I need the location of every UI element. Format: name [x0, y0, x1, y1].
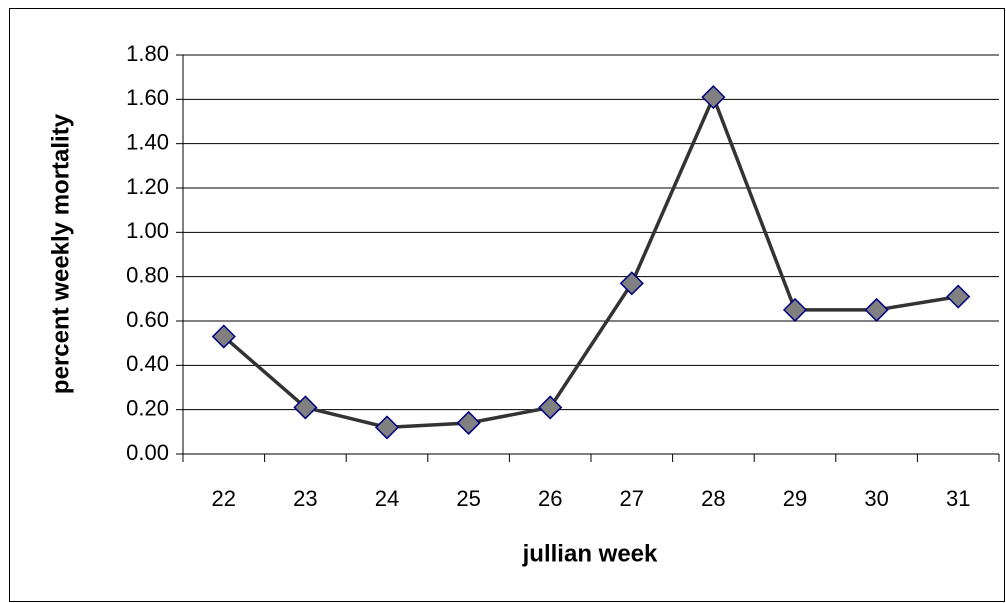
x-tick-label: 25: [456, 486, 480, 511]
series-line: [222, 92, 959, 430]
x-tick-label: 23: [293, 486, 317, 511]
y-tick-label: 1.00: [126, 218, 169, 243]
marker: [538, 395, 563, 420]
y-tick-label: 1.60: [126, 85, 169, 110]
x-tick-label: 24: [375, 486, 399, 511]
y-tick-label: 0.00: [126, 440, 169, 465]
marker: [374, 415, 400, 440]
y-tick-label: 0.20: [126, 395, 169, 420]
x-tick-label: 31: [946, 486, 970, 511]
marker: [456, 410, 481, 436]
marker: [864, 297, 889, 322]
marker: [619, 271, 644, 296]
x-tick-label: 22: [212, 486, 236, 511]
marker: [701, 85, 726, 110]
y-tick-label: 0.60: [126, 307, 169, 332]
marker: [211, 324, 236, 349]
x-tick-label: 29: [783, 486, 807, 511]
y-tick-label: 0.80: [126, 262, 169, 287]
x-tick-label: 30: [864, 486, 888, 511]
marker: [293, 395, 318, 420]
y-axis-title: percent weekly mortality: [47, 113, 74, 394]
marker: [782, 297, 808, 322]
x-axis-title: jullian week: [522, 540, 658, 567]
x-tick-label: 27: [620, 486, 644, 511]
chart-border: [9, 8, 1005, 602]
y-tick-label: 1.80: [126, 41, 169, 66]
x-tick-label: 28: [701, 486, 725, 511]
y-tick-label: 0.40: [126, 351, 169, 376]
marker: [946, 284, 971, 309]
x-tick-label: 26: [538, 486, 562, 511]
y-tick-label: 1.40: [126, 129, 169, 154]
y-tick-label: 1.20: [126, 174, 169, 199]
